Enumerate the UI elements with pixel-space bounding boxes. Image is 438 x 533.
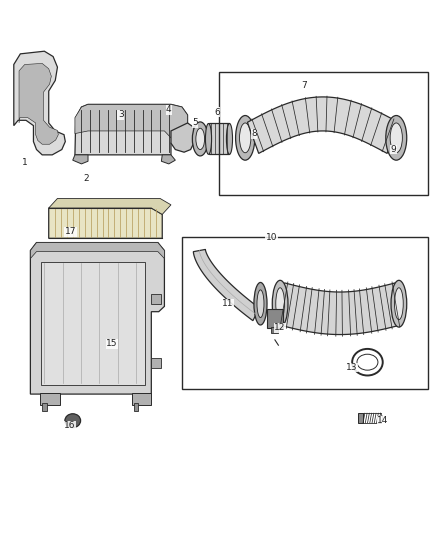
Text: 5: 5 (192, 118, 198, 127)
Text: 1: 1 (22, 158, 28, 167)
Bar (151, 294, 161, 304)
Text: 14: 14 (377, 416, 389, 425)
Polygon shape (30, 243, 164, 259)
Polygon shape (161, 155, 175, 164)
Bar (40, 393, 60, 405)
Polygon shape (30, 243, 164, 394)
Text: 10: 10 (265, 233, 277, 242)
Polygon shape (277, 283, 403, 335)
Ellipse shape (196, 128, 205, 150)
Text: 15: 15 (106, 339, 118, 348)
Bar (132, 393, 151, 405)
Polygon shape (193, 249, 259, 321)
Text: 17: 17 (65, 228, 76, 237)
Bar (267, 309, 283, 328)
Ellipse shape (390, 123, 403, 153)
Bar (219, 72, 427, 195)
Ellipse shape (236, 116, 255, 160)
Bar (41, 262, 145, 384)
Text: 4: 4 (166, 105, 172, 114)
Bar (208, 124, 230, 155)
Ellipse shape (65, 414, 81, 427)
Bar (151, 358, 161, 368)
Polygon shape (19, 63, 58, 144)
Ellipse shape (205, 124, 212, 155)
Ellipse shape (254, 282, 267, 325)
Polygon shape (73, 155, 88, 164)
Polygon shape (75, 104, 187, 138)
Bar (134, 403, 138, 411)
Polygon shape (75, 104, 187, 155)
Ellipse shape (395, 288, 403, 320)
Text: 13: 13 (346, 363, 358, 372)
Ellipse shape (192, 122, 208, 156)
Ellipse shape (226, 124, 233, 155)
Text: 9: 9 (391, 145, 396, 154)
Ellipse shape (391, 280, 407, 327)
Bar (272, 327, 279, 334)
Polygon shape (247, 97, 399, 154)
Text: 11: 11 (222, 299, 233, 308)
Text: 8: 8 (251, 129, 257, 138)
Polygon shape (49, 208, 162, 238)
Polygon shape (14, 51, 65, 155)
Ellipse shape (240, 123, 251, 153)
Text: 12: 12 (275, 323, 286, 332)
Ellipse shape (257, 290, 264, 318)
Text: 2: 2 (83, 174, 88, 183)
Bar (42, 403, 46, 411)
Ellipse shape (386, 116, 407, 160)
Text: 6: 6 (214, 108, 220, 117)
Text: 7: 7 (301, 81, 307, 90)
Ellipse shape (276, 288, 285, 320)
Text: 16: 16 (64, 422, 75, 431)
Polygon shape (49, 198, 171, 214)
Bar (182, 237, 427, 389)
Polygon shape (171, 123, 195, 152)
Text: 3: 3 (118, 110, 124, 119)
Ellipse shape (272, 280, 288, 327)
Bar (358, 413, 363, 423)
